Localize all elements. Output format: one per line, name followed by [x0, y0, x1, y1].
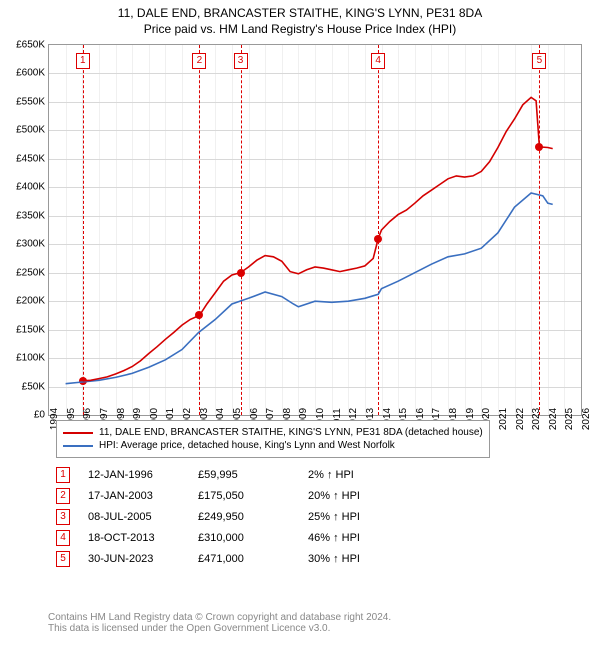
row-price: £59,995 [198, 469, 308, 481]
y-tick-label: £450K [16, 153, 45, 164]
property-line [83, 97, 553, 380]
title-subtitle: Price paid vs. HM Land Registry's House … [0, 22, 600, 36]
row-price: £175,050 [198, 490, 308, 502]
price-chart: 1994199519961997199819992000200120022003… [48, 44, 582, 416]
row-price: £471,000 [198, 553, 308, 565]
row-price: £249,950 [198, 511, 308, 523]
sales-table-row: 5 30-JUN-2023£471,00030% ↑ HPI [56, 551, 360, 567]
legend-row: HPI: Average price, detached house, King… [63, 440, 483, 451]
row-date: 12-JAN-1996 [88, 469, 198, 481]
footer-line1: Contains HM Land Registry data © Crown c… [48, 612, 391, 623]
hpi-line [66, 193, 553, 384]
title-address: 11, DALE END, BRANCASTER STAITHE, KING'S… [0, 6, 600, 20]
legend-row: 11, DALE END, BRANCASTER STAITHE, KING'S… [63, 427, 483, 438]
row-date: 08-JUL-2005 [88, 511, 198, 523]
y-tick-label: £500K [16, 125, 45, 136]
row-pct: 2% ↑ HPI [308, 469, 354, 481]
y-tick-label: £150K [16, 324, 45, 335]
y-tick-label: £650K [16, 40, 45, 51]
sales-table: 112-JAN-1996£59,9952% ↑ HPI217-JAN-2003£… [56, 462, 360, 572]
row-pct: 46% ↑ HPI [308, 532, 360, 544]
row-pct: 20% ↑ HPI [308, 490, 360, 502]
y-tick-label: £350K [16, 210, 45, 221]
y-tick-label: £0 [34, 410, 45, 421]
y-tick-label: £400K [16, 182, 45, 193]
row-price: £310,000 [198, 532, 308, 544]
row-date: 18-OCT-2013 [88, 532, 198, 544]
row-marker: 1 [56, 467, 70, 483]
row-marker: 3 [56, 509, 70, 525]
row-marker: 4 [56, 530, 70, 546]
sales-table-row: 1 12-JAN-1996£59,9952% ↑ HPI [56, 467, 360, 483]
row-marker: 2 [56, 488, 70, 504]
footer-line2: This data is licensed under the Open Gov… [48, 623, 391, 634]
y-tick-label: £50K [22, 381, 45, 392]
row-marker: 5 [56, 551, 70, 567]
legend-swatch [63, 432, 93, 434]
y-tick-label: £550K [16, 96, 45, 107]
legend-label: 11, DALE END, BRANCASTER STAITHE, KING'S… [99, 427, 483, 438]
row-pct: 25% ↑ HPI [308, 511, 360, 523]
sales-table-row: 2 17-JAN-2003£175,05020% ↑ HPI [56, 488, 360, 504]
y-tick-label: £250K [16, 267, 45, 278]
row-date: 30-JUN-2023 [88, 553, 198, 565]
chart-svg [49, 45, 581, 415]
legend: 11, DALE END, BRANCASTER STAITHE, KING'S… [56, 420, 490, 458]
x-tick-label: 2026 [581, 408, 592, 430]
sales-table-row: 4 18-OCT-2013£310,00046% ↑ HPI [56, 530, 360, 546]
y-tick-label: £200K [16, 296, 45, 307]
legend-label: HPI: Average price, detached house, King… [99, 440, 395, 451]
y-tick-label: £100K [16, 353, 45, 364]
row-pct: 30% ↑ HPI [308, 553, 360, 565]
legend-swatch [63, 445, 93, 447]
y-tick-label: £300K [16, 239, 45, 250]
row-date: 17-JAN-2003 [88, 490, 198, 502]
footer-note: Contains HM Land Registry data © Crown c… [48, 612, 391, 634]
sales-table-row: 3 08-JUL-2005£249,95025% ↑ HPI [56, 509, 360, 525]
y-tick-label: £600K [16, 68, 45, 79]
